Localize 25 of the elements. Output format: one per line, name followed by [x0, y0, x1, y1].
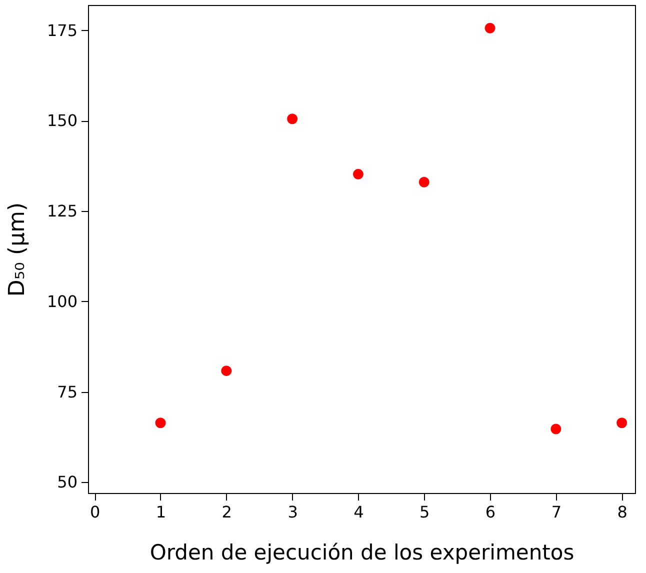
y-tick-label: 50 [57, 472, 78, 492]
y-axis-title: D₅₀ (µm) [4, 202, 30, 297]
y-tick-label: 100 [46, 292, 78, 311]
x-tick-label: 8 [617, 502, 628, 522]
x-tick-label: 6 [485, 502, 496, 522]
point [155, 418, 166, 428]
point [484, 22, 496, 34]
x-tick-label: 0 [90, 502, 100, 522]
x-tick-label: 7 [551, 502, 562, 522]
y-tick-label: 75 [57, 382, 78, 402]
x-tick-label: 4 [354, 502, 364, 522]
point [550, 424, 562, 434]
point [352, 168, 364, 180]
point [221, 366, 232, 376]
point [287, 114, 298, 124]
x-tick-label: 3 [288, 502, 298, 522]
x-axis-title: Orden de ejecución de los experimentos [150, 540, 574, 564]
x-tick-label: 1 [156, 502, 166, 522]
y-tick-label: 125 [46, 202, 78, 221]
x-tick-label: 5 [420, 502, 430, 522]
y-tick-label: 175 [46, 20, 78, 40]
point [616, 418, 628, 428]
point [418, 176, 430, 188]
x-tick-label: 2 [222, 502, 232, 522]
y-tick-label: 150 [46, 111, 78, 130]
